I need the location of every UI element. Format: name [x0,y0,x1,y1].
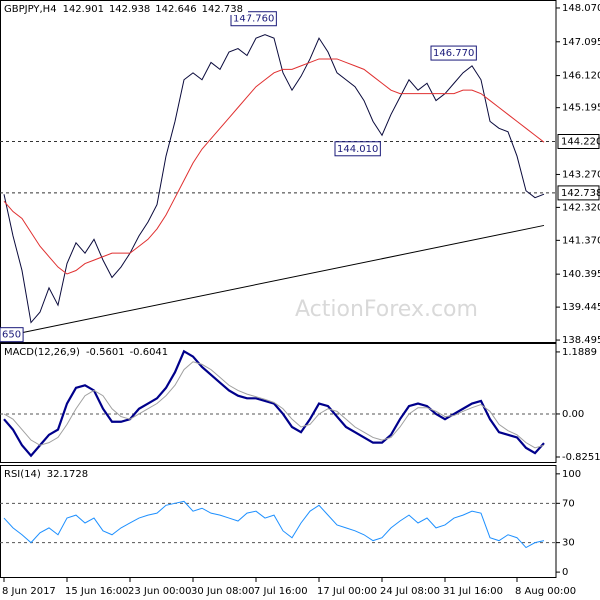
y-tick-label: 0 [562,567,568,578]
header-value: 142.646 [155,4,196,15]
header-value: 142.738 [202,4,243,15]
header-bg [1,2,249,15]
price-label-box [557,134,600,150]
x-tick-label: 8 Aug 00:00 [515,586,576,597]
series-line [3,58,545,275]
y-tick-label: -0.8251 [562,452,600,463]
panel-title: MACD(12,26,9) [4,347,80,358]
panel-title: RSI(14) [4,469,41,480]
y-tick-label: 147.095 [562,37,600,48]
x-tick-label: 15 Jun 16:00 [65,586,129,597]
y-tick-label: 146.120 [562,71,600,82]
header-value: 32.1728 [47,469,88,480]
x-tick-label: 31 Jul 16:00 [443,586,503,597]
header-value: -0.5601 [86,347,125,358]
panel-frame [0,465,557,578]
y-tick-label: 100 [562,469,581,480]
series-line [3,361,545,449]
panel-title: GBPJPY,H4 [4,4,57,15]
series-line [3,500,545,549]
y-tick-label: 138.495 [562,335,600,346]
annotation: 147.760 [233,14,274,25]
y-tick-label: 139.445 [562,302,600,313]
annotation: 146.770 [433,48,474,59]
annotation: 144.010 [337,144,378,155]
y-tick-label: 1.1889 [562,347,597,358]
y-tick-label: 30 [562,538,575,549]
price-label: 142.738 [561,188,600,199]
x-tick-label: 30 Jun 08:00 [191,586,255,597]
annotation-box [430,45,477,61]
watermark: ActionForex.com [295,297,478,322]
price-label-box [557,185,600,201]
header-value: -0.6041 [130,347,169,358]
panel-frame [0,343,557,463]
y-tick-label: 70 [562,498,575,509]
price-label: 144.220 [561,137,600,148]
y-tick-label: 141.370 [562,235,600,246]
annotation-box [230,11,277,27]
header-value: 142.938 [109,4,150,15]
header-bg [1,345,174,358]
x-tick-label: 7 Jul 16:00 [254,586,308,597]
trendline [3,224,545,337]
header-bg [1,467,94,480]
y-tick-label: 143.270 [562,169,600,180]
y-tick-label: 140.395 [562,269,600,280]
y-tick-label: 145.195 [562,103,600,114]
header-value: 142.901 [63,4,104,15]
annotation: 650 [2,330,21,341]
panel-frame [0,0,557,343]
x-tick-label: 23 Jun 00:00 [128,586,192,597]
y-tick-label: 148.070 [562,3,600,14]
x-tick-label: 8 Jun 2017 [2,586,56,597]
x-tick-label: 17 Jul 00:00 [317,586,377,597]
annotation-box [334,141,381,157]
series-line [3,34,545,324]
y-tick-label: 0.00 [562,409,584,420]
x-tick-label: 24 Jul 08:00 [380,586,440,597]
series-line [3,349,545,458]
annotation-box [0,327,24,343]
y-tick-label: 142.320 [562,202,600,213]
